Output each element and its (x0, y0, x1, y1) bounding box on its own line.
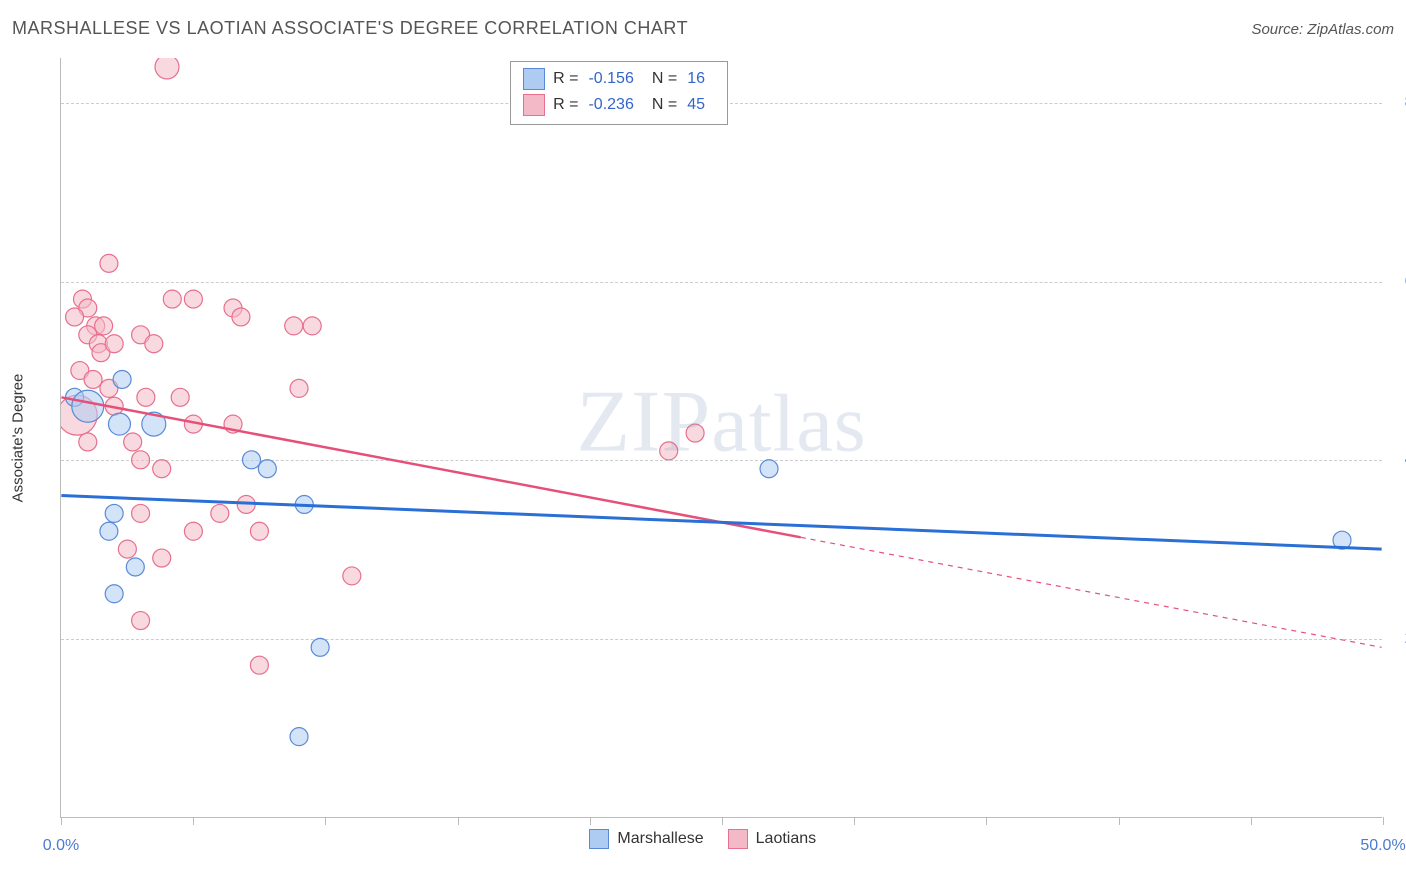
n-value-marshallese: 16 (687, 70, 705, 88)
data-point (242, 451, 260, 469)
data-point (100, 522, 118, 540)
n-value-laotians: 45 (687, 96, 705, 114)
x-tick-label: 50.0% (1360, 837, 1405, 855)
n-label: N = (652, 96, 677, 114)
data-point (100, 254, 118, 272)
data-point (232, 308, 250, 326)
data-point (118, 540, 136, 558)
x-tick-label: 0.0% (43, 837, 79, 855)
data-point (163, 290, 181, 308)
data-point (132, 612, 150, 630)
data-point (290, 728, 308, 746)
data-point (153, 549, 171, 567)
chart-source: Source: ZipAtlas.com (1251, 21, 1394, 38)
data-point (184, 290, 202, 308)
plot-area: ZIPatlas R = -0.156 N = 16 R = -0.236 N … (60, 58, 1382, 818)
y-tick-label: 40.0% (1390, 451, 1406, 469)
swatch-marshallese (523, 68, 545, 90)
data-point (105, 335, 123, 353)
data-point (145, 335, 163, 353)
data-point (132, 451, 150, 469)
data-point (126, 558, 144, 576)
data-point (303, 317, 321, 335)
data-point (171, 388, 189, 406)
data-point (760, 460, 778, 478)
y-axis-label: Associate's Degree (10, 374, 27, 503)
chart-svg (61, 58, 1382, 817)
y-tick-label: 20.0% (1390, 630, 1406, 648)
data-point (137, 388, 155, 406)
legend-item-laotians: Laotians (728, 829, 817, 849)
data-point (250, 656, 268, 674)
data-point (132, 504, 150, 522)
y-tick-label: 60.0% (1390, 273, 1406, 291)
chart-header: MARSHALLESE VS LAOTIAN ASSOCIATE'S DEGRE… (12, 18, 1394, 39)
legend-label-laotians: Laotians (756, 830, 817, 848)
data-point (95, 317, 113, 335)
plot-wrap: Associate's Degree ZIPatlas R = -0.156 N… (48, 58, 1388, 818)
r-label: R = (553, 70, 578, 88)
legend-label-marshallese: Marshallese (617, 830, 703, 848)
trend-line-dashed (801, 537, 1382, 647)
r-value-laotians: -0.236 (588, 96, 633, 114)
data-point (66, 308, 84, 326)
x-tick (854, 817, 855, 825)
x-tick (590, 817, 591, 825)
chart-title: MARSHALLESE VS LAOTIAN ASSOCIATE'S DEGRE… (12, 18, 688, 39)
data-point (113, 370, 131, 388)
x-tick (1251, 817, 1252, 825)
swatch-laotians (523, 94, 545, 116)
data-point (290, 379, 308, 397)
x-tick (61, 817, 62, 825)
stats-row-laotians: R = -0.236 N = 45 (523, 92, 715, 118)
r-value-marshallese: -0.156 (588, 70, 633, 88)
data-point (343, 567, 361, 585)
data-point (84, 370, 102, 388)
data-point (184, 522, 202, 540)
x-tick (1383, 817, 1384, 825)
x-tick (722, 817, 723, 825)
legend-item-marshallese: Marshallese (589, 829, 703, 849)
data-point (124, 433, 142, 451)
data-point (155, 58, 179, 79)
data-point (105, 585, 123, 603)
data-point (285, 317, 303, 335)
x-tick (325, 817, 326, 825)
data-point (686, 424, 704, 442)
data-point (660, 442, 678, 460)
y-tick-label: 80.0% (1390, 94, 1406, 112)
data-point (250, 522, 268, 540)
x-tick (1119, 817, 1120, 825)
x-tick (193, 817, 194, 825)
stats-row-marshallese: R = -0.156 N = 16 (523, 66, 715, 92)
data-point (72, 390, 104, 422)
data-point (311, 638, 329, 656)
swatch-laotians (728, 829, 748, 849)
bottom-legend: Marshallese Laotians (589, 829, 816, 849)
x-tick (986, 817, 987, 825)
stats-legend: R = -0.156 N = 16 R = -0.236 N = 45 (510, 61, 728, 125)
data-point (211, 504, 229, 522)
data-point (258, 460, 276, 478)
n-label: N = (652, 70, 677, 88)
data-point (153, 460, 171, 478)
swatch-marshallese (589, 829, 609, 849)
data-point (108, 413, 130, 435)
x-tick (458, 817, 459, 825)
data-point (105, 504, 123, 522)
r-label: R = (553, 96, 578, 114)
trend-line (61, 397, 800, 537)
data-point (79, 433, 97, 451)
